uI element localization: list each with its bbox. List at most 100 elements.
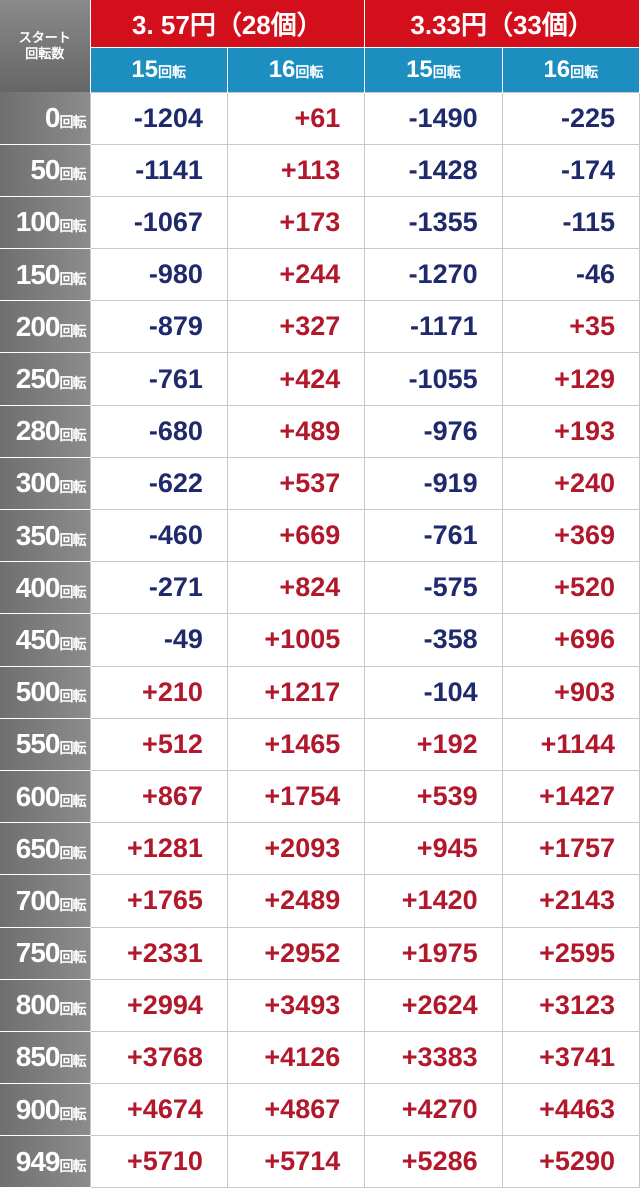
value-cell: -1355: [364, 195, 503, 250]
row-label: 100回転: [0, 196, 90, 250]
value-cell: +3741: [501, 1030, 640, 1085]
value-cell: -761: [89, 352, 228, 406]
subheader-row: 15回転 16回転 15回転 16回転: [0, 47, 640, 92]
value-cell: +113: [226, 143, 366, 197]
value-cell: -919: [364, 456, 503, 511]
row-label: 550回転: [0, 718, 90, 771]
value-cell: +4270: [364, 1083, 503, 1137]
value-cell: -358: [364, 613, 503, 667]
value-cell: +2143: [501, 874, 640, 928]
data-row: 949回転 +5710 +5714 +5286 +5290: [0, 1135, 640, 1189]
value-cell: +1765: [89, 874, 228, 928]
row-number: 500: [15, 676, 61, 708]
row-label: 280回転: [0, 405, 90, 458]
value-cell: +240: [501, 456, 640, 511]
row-label: 800回転: [0, 979, 90, 1032]
row-number: 150: [15, 258, 61, 290]
row-label: 400回転: [0, 561, 90, 615]
row-unit: 回転: [59, 479, 87, 496]
data-row: 100回転 -1067 +173 -1355 -115: [0, 195, 640, 250]
value-cell: +2595: [501, 926, 640, 980]
row-unit: 回転: [59, 896, 87, 913]
value-cell: +4867: [226, 1083, 366, 1137]
value-cell: +1754: [226, 769, 366, 824]
value-cell: -271: [89, 561, 228, 615]
row-unit: 回転: [59, 949, 87, 966]
value-cell: -622: [89, 456, 228, 511]
row-number: 600: [15, 780, 61, 812]
value-cell: -225: [501, 91, 640, 145]
value-cell: -174: [501, 143, 640, 197]
row-unit: 回転: [59, 844, 87, 861]
value-cell: +1217: [226, 665, 366, 719]
subheader-unit: 回転: [158, 63, 187, 80]
value-cell: +244: [226, 248, 366, 302]
value-cell: -575: [364, 561, 503, 615]
row-unit: 回転: [59, 531, 87, 548]
value-cell: +489: [226, 404, 366, 458]
data-row: 500回転 +210 +1217 -104 +903: [0, 665, 640, 719]
row-unit: 回転: [59, 1105, 87, 1122]
row-number: 850: [15, 1041, 61, 1073]
data-row: 750回転 +2331 +2952 +1975 +2595: [0, 926, 640, 980]
value-cell: +867: [89, 769, 228, 824]
row-label: 750回転: [0, 927, 90, 980]
value-cell: +5710: [89, 1135, 228, 1189]
value-cell: -1490: [364, 91, 503, 145]
value-cell: +2624: [364, 978, 503, 1032]
row-unit: 回転: [59, 270, 87, 287]
row-number: 550: [15, 728, 61, 760]
row-label: 900回転: [0, 1083, 90, 1137]
value-cell: -680: [89, 404, 228, 458]
value-cell: +696: [501, 613, 640, 667]
row-number: 0: [44, 101, 61, 133]
data-row: 800回転 +2994 +3493 +2624 +3123: [0, 978, 640, 1032]
row-label: 700回転: [0, 874, 90, 928]
row-label: 350回転: [0, 509, 90, 563]
data-row: 650回転 +1281 +2093 +945 +1757: [0, 822, 640, 876]
value-cell: +193: [501, 404, 640, 458]
row-label: 150回転: [0, 248, 90, 302]
row-label: 450回転: [0, 613, 90, 667]
value-cell: +424: [226, 352, 366, 406]
value-cell: -115: [501, 195, 640, 250]
data-row: 300回転 -622 +537 -919 +240: [0, 456, 640, 511]
value-cell: -879: [89, 300, 228, 354]
group-header: 3.33円（33個）: [364, 0, 640, 48]
value-cell: +520: [501, 561, 640, 615]
subheader-unit: 回転: [570, 63, 599, 80]
value-cell: +1465: [226, 717, 366, 771]
data-row: 600回転 +867 +1754 +539 +1427: [0, 769, 640, 824]
subheader-unit: 回転: [295, 63, 324, 80]
row-label: 600回転: [0, 770, 90, 824]
row-unit: 回転: [59, 113, 87, 130]
value-cell: -1055: [364, 352, 503, 406]
value-cell: -976: [364, 404, 503, 458]
value-cell: +945: [364, 822, 503, 876]
row-number: 50: [30, 154, 60, 186]
value-cell: +903: [501, 665, 640, 719]
subheader: 15回転: [90, 47, 228, 92]
value-cell: +2489: [226, 874, 366, 928]
row-number: 200: [15, 310, 61, 342]
value-cell: -1428: [364, 143, 503, 197]
row-number: 450: [15, 623, 61, 655]
row-number: 700: [15, 884, 61, 916]
data-row: 350回転 -460 +669 -761 +369: [0, 508, 640, 563]
row-label: 850回転: [0, 1031, 90, 1085]
data-row: 50回転 -1141 +113 -1428 -174: [0, 143, 640, 197]
corner-line: 回転数: [25, 46, 65, 61]
row-label: 949回転: [0, 1135, 90, 1189]
row-unit: 回転: [59, 583, 87, 600]
row-label: 250回転: [0, 352, 90, 406]
value-cell: -46: [501, 248, 640, 302]
row-label: 500回転: [0, 666, 90, 719]
value-cell: +35: [501, 300, 640, 354]
value-cell: -761: [364, 508, 503, 563]
value-cell: +1427: [501, 769, 640, 824]
corner-line: スタート: [18, 30, 71, 45]
value-cell: +4126: [226, 1030, 366, 1085]
value-cell: -1141: [89, 143, 228, 197]
data-row: 700回転 +1765 +2489 +1420 +2143: [0, 874, 640, 928]
